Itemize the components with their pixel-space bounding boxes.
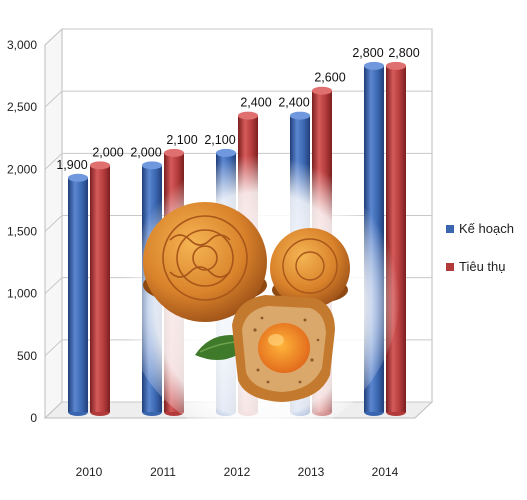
x-tick-label: 2013 <box>298 465 325 479</box>
bar-body <box>68 177 88 412</box>
legend-label: Kế hoạch <box>459 221 514 236</box>
data-label: 2,400 <box>240 96 271 110</box>
bar-top <box>164 148 184 157</box>
gridline <box>44 90 432 108</box>
data-label: 2,800 <box>352 46 383 60</box>
y-tick-label: 1,000 <box>7 287 37 301</box>
bar-top <box>312 86 332 95</box>
y-tick-label: 0 <box>30 411 37 425</box>
data-label: 2,100 <box>204 133 235 147</box>
x-axis-ticks: 2010 2011 2012 2013 2014 <box>76 465 399 479</box>
bar-top <box>290 111 310 120</box>
bar-top <box>386 61 406 70</box>
data-label: 2,600 <box>314 71 345 85</box>
x-tick-label: 2010 <box>76 465 103 479</box>
x-tick-label: 2014 <box>372 465 399 479</box>
bar-top <box>238 111 258 120</box>
data-label: 2,000 <box>92 145 123 159</box>
y-tick-label: 2,500 <box>7 100 37 114</box>
gridline <box>44 28 432 46</box>
bar-top <box>142 161 162 170</box>
data-label: 2,400 <box>278 96 309 110</box>
y-tick-label: 1,500 <box>7 225 37 239</box>
y-tick-label: 3,000 <box>7 38 37 52</box>
bar-top <box>68 173 88 182</box>
y-tick-label: 500 <box>17 349 37 363</box>
bar-top <box>364 61 384 70</box>
data-labels: 1,900 2,000 2,000 2,100 2,100 2,400 2,400 2,600… <box>56 46 419 172</box>
data-label: 1,900 <box>56 158 87 172</box>
bar-body <box>90 165 110 412</box>
legend-swatch <box>446 263 454 271</box>
mooncake-photo <box>120 140 400 440</box>
x-tick-label: 2012 <box>224 465 251 479</box>
bar-top <box>90 161 110 170</box>
legend: Kế hoạch Tiêu thụ <box>446 221 514 274</box>
x-tick-label: 2011 <box>150 465 176 479</box>
y-tick-label: 2,000 <box>7 162 37 176</box>
y-axis-ticks: 0 500 1,000 1,500 2,000 2,500 3,000 <box>7 38 37 425</box>
legend-label: Tiêu thụ <box>459 259 506 274</box>
data-label: 2,000 <box>130 145 161 159</box>
bar-series-1-2010 <box>68 173 88 416</box>
data-label: 2,800 <box>388 46 419 60</box>
legend-swatch <box>446 225 454 233</box>
bar-series-2-2010 <box>90 161 110 416</box>
data-label: 2,100 <box>166 133 197 147</box>
